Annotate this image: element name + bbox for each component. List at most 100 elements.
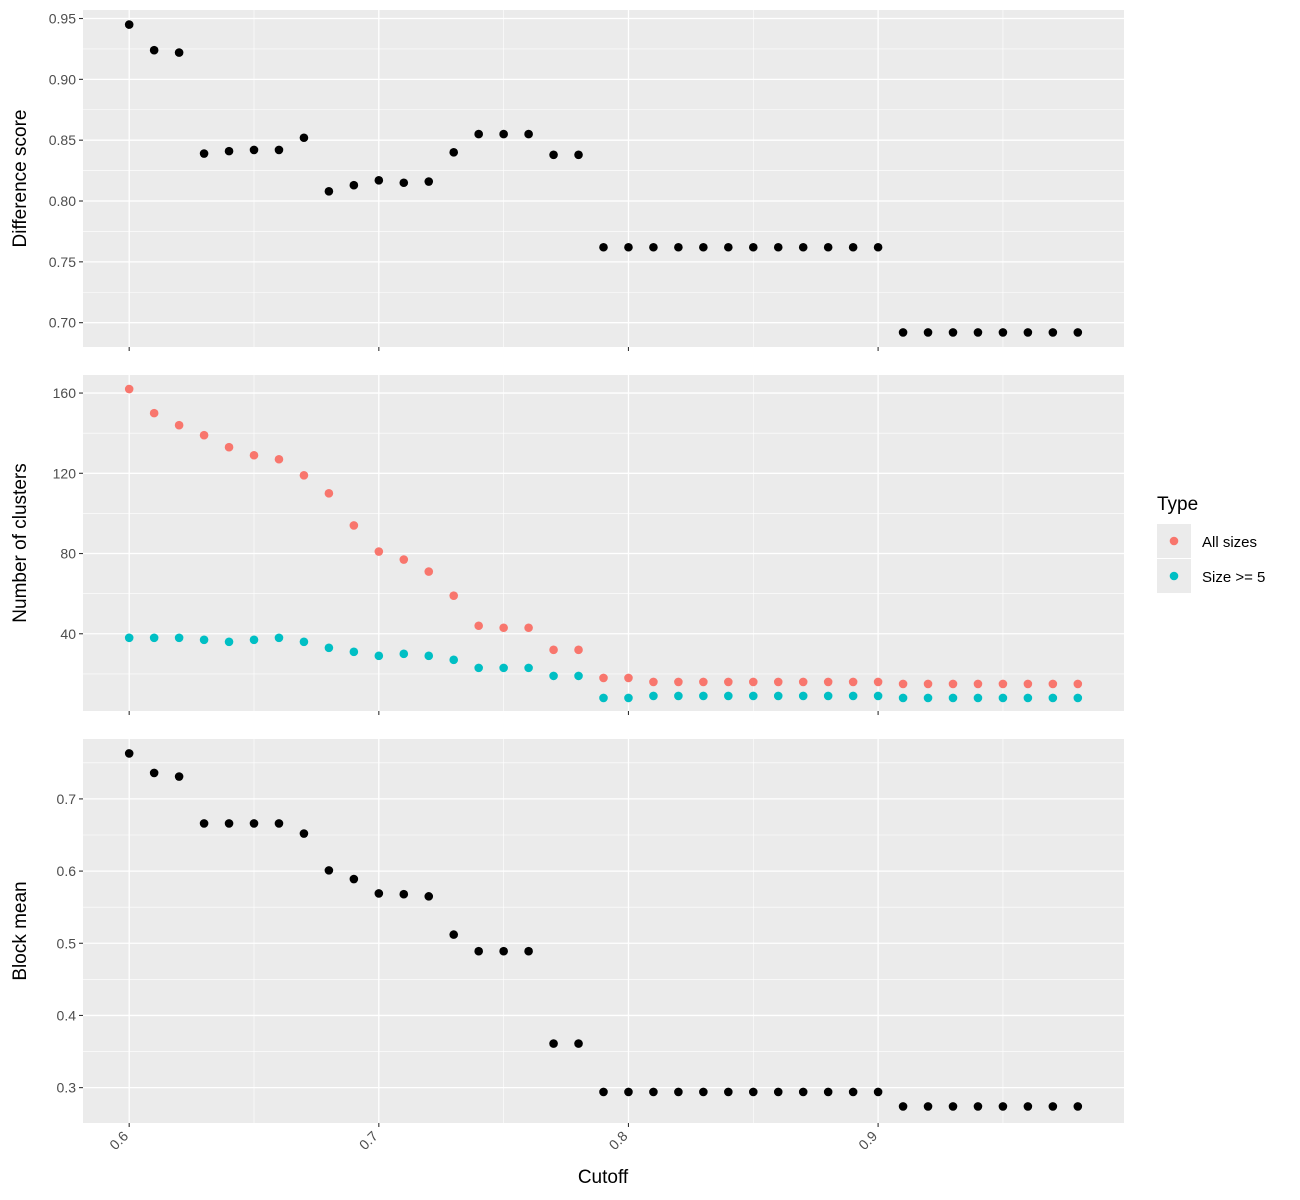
data-point [249,450,259,460]
data-point [948,1102,958,1111]
data-point [449,591,459,600]
data-point [649,691,658,701]
data-point [249,145,259,155]
data-point [374,651,384,661]
y-tick-label: 40 [60,626,76,642]
data-point [124,749,134,758]
y-axis-title: Block mean [10,881,31,980]
data-point [524,623,533,633]
legend: Type All sizes Size >= 5 [1157,494,1265,593]
panel-1: 40 80 120 160 Number of clusters [10,375,1124,715]
data-point [998,328,1008,337]
legend-label-size-5: Size >= 5 [1202,569,1265,586]
data-point [199,819,209,828]
data-point [773,691,783,701]
y-tick-label: 80 [60,546,76,562]
data-point [699,1087,708,1097]
data-point [898,693,908,703]
data-point [699,242,708,252]
data-point [299,470,309,480]
data-point [449,930,459,939]
data-point [873,1087,883,1097]
y-tick-label: 0.3 [57,1080,77,1096]
data-point [773,677,783,687]
data-point [424,892,434,901]
data-point [624,673,633,683]
data-point [299,133,309,143]
data-point [374,547,384,556]
data-point [798,242,808,252]
data-point [923,328,933,337]
data-point [524,129,533,139]
data-point [424,177,434,186]
data-point [624,242,633,252]
data-point [848,1087,858,1097]
data-point [499,946,508,956]
legend-key-all-sizes [1169,536,1179,546]
y-tick-label: 0.80 [49,193,76,209]
data-point [374,176,384,185]
data-point [574,645,583,655]
legend-title: Type [1157,494,1198,515]
data-point [973,679,983,689]
data-point [724,1087,733,1097]
data-point [549,671,558,681]
data-point [773,1087,783,1097]
data-point [299,829,309,838]
data-point [1048,679,1058,689]
data-point [699,677,708,687]
data-point [748,242,758,252]
y-tick-label: 0.6 [57,863,77,879]
data-point [674,242,683,252]
data-point [174,772,184,781]
data-point [349,647,359,657]
data-point [998,679,1008,689]
data-point [224,146,234,156]
x-tick-label: 0.7 [356,1128,381,1153]
data-point [149,408,159,418]
data-point [998,693,1008,703]
data-point [299,637,309,647]
data-point [474,129,483,139]
panel-background [83,739,1124,1123]
y-tick-label: 0.5 [57,935,77,951]
data-point [549,645,558,655]
data-point [574,1039,583,1048]
data-point [499,129,508,139]
data-point [1048,1102,1058,1111]
data-point [499,663,508,673]
data-point [973,328,983,337]
data-point [848,242,858,252]
y-tick-label: 0.90 [49,71,76,87]
data-point [898,328,908,337]
data-point [923,1102,933,1111]
data-point [1073,693,1083,703]
data-point [798,691,808,701]
data-point [474,946,483,956]
data-point [524,663,533,673]
data-point [599,673,608,683]
y-axis-title: Difference score [10,110,31,248]
data-point [624,1087,633,1097]
data-point [124,633,134,643]
data-point [499,623,508,633]
data-point [923,693,933,703]
data-point [724,677,733,687]
panel-background [83,10,1124,347]
data-point [948,328,958,337]
data-point [998,1102,1008,1111]
data-point [748,677,758,687]
x-tick-label: 0.9 [855,1128,880,1153]
data-point [973,1102,983,1111]
data-point [873,677,883,687]
data-point [1073,1102,1083,1111]
data-point [249,635,259,645]
data-point [624,693,633,703]
data-point [424,567,434,576]
data-point [324,643,334,653]
data-point [399,649,409,659]
data-point [973,693,983,703]
data-point [1023,679,1033,689]
y-tick-label: 120 [53,465,77,481]
